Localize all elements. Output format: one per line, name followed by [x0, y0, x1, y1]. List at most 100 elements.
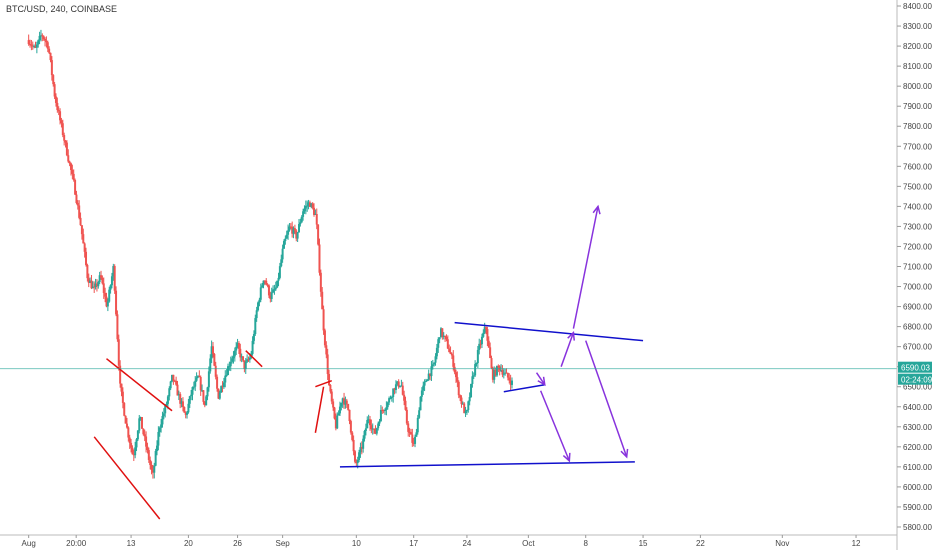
candle-body: [222, 382, 225, 388]
price-tick-label: 6900.00: [903, 303, 932, 312]
time-tick-label: 24: [462, 539, 471, 548]
price-axis[interactable]: 8400.00 8300.00 8200.00 8100.00 8000.00 7900.…: [896, 0, 932, 550]
candle-body: [448, 348, 451, 353]
candle-body: [90, 280, 93, 289]
candle-body: [348, 409, 351, 422]
candle-body: [340, 402, 343, 407]
candle-body: [284, 238, 287, 242]
candle-body: [192, 386, 195, 388]
candle-body: [495, 366, 498, 376]
candle-body: [349, 421, 352, 433]
candle-body: [113, 266, 116, 291]
candle-body: [142, 428, 145, 435]
candle-body: [135, 439, 138, 448]
arrow-head: [592, 204, 601, 215]
price-tick-label: 7700.00: [903, 142, 932, 151]
candle-body: [149, 459, 152, 466]
candle-body: [210, 346, 213, 359]
candle-body: [49, 52, 52, 61]
candle-body: [168, 388, 171, 397]
candle-body: [424, 381, 427, 383]
candle-body: [303, 208, 306, 212]
candle-body: [502, 373, 505, 375]
candle-body: [267, 285, 270, 296]
candle-body: [203, 401, 206, 406]
candle-body: [134, 447, 137, 456]
candle-body: [221, 386, 224, 388]
candle-body: [476, 349, 479, 364]
candle-body: [510, 380, 513, 385]
candle-body: [237, 343, 240, 349]
candle-body: [205, 396, 208, 406]
candle-body: [504, 372, 507, 374]
candle-body: [181, 401, 184, 407]
candle-body: [418, 410, 421, 418]
time-tick-label: 26: [233, 539, 242, 548]
countdown-badge: [898, 373, 932, 385]
candle-body: [150, 465, 153, 470]
time-tick-label: Oct: [522, 539, 535, 548]
candle-body: [251, 340, 254, 354]
candle-body: [485, 327, 488, 330]
candle-body: [427, 373, 430, 380]
candle-body: [407, 423, 410, 432]
candle-body: [360, 447, 363, 449]
candle-body: [80, 225, 83, 235]
price-tick-label: 6200.00: [903, 443, 932, 452]
candle-body: [37, 40, 40, 45]
price-tick-label: 6800.00: [903, 323, 932, 332]
candle-body: [48, 48, 51, 53]
price-tick-label: 6000.00: [903, 483, 932, 492]
candle-body: [314, 213, 317, 215]
candle-body: [367, 419, 370, 421]
current-price-label: 6590.03: [901, 364, 930, 373]
candle-body: [399, 385, 402, 387]
candle-body: [44, 39, 47, 41]
candle-body: [172, 374, 175, 381]
candle-body: [396, 381, 399, 385]
candle-body: [508, 377, 511, 381]
arrow-head: [567, 330, 575, 341]
candle-body: [74, 180, 77, 195]
trend-line: [503, 383, 545, 393]
candle-body: [258, 299, 261, 303]
candle-body: [452, 355, 455, 367]
candle-body: [322, 309, 325, 331]
candle-body: [433, 362, 436, 365]
price-tick-label: 7300.00: [903, 222, 932, 231]
candle-body: [252, 334, 255, 341]
candle-body: [156, 445, 159, 452]
candle-body: [393, 388, 396, 390]
candle-body: [426, 379, 429, 382]
candle-body: [243, 360, 246, 369]
trend-line: [314, 386, 325, 433]
candle-body: [370, 425, 373, 430]
price-tick-label: 7000.00: [903, 283, 932, 292]
candle-body: [359, 447, 362, 453]
candle-body: [72, 173, 75, 181]
candle-body: [263, 280, 266, 282]
time-tick-label: 20: [184, 539, 193, 548]
time-tick-label: 22: [696, 539, 705, 548]
candle-body: [89, 280, 92, 283]
candle-body: [86, 264, 89, 279]
arrow-head: [537, 376, 546, 387]
candle-body: [455, 372, 458, 378]
candle-body: [173, 380, 176, 382]
candle-body: [330, 391, 333, 402]
candle-body: [280, 259, 283, 267]
candle-body: [311, 203, 314, 208]
time-axis[interactable]: Aug 20:00 13 20 26 Sep 10 17 24 Oct 8 15 22 Nov 12: [0, 534, 897, 548]
candle-body: [437, 339, 440, 348]
candle-body: [358, 452, 361, 461]
candle-body: [231, 358, 234, 362]
candle-body: [50, 60, 53, 76]
candle-body: [196, 376, 199, 378]
candle-body: [270, 292, 273, 299]
candle-body: [341, 398, 344, 403]
candle-body: [30, 44, 33, 46]
candle-body: [235, 346, 238, 351]
candle-body: [39, 35, 42, 37]
